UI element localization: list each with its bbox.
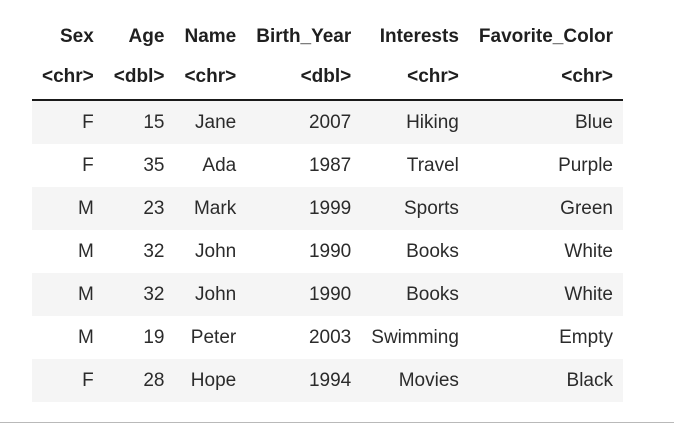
- cell-name: Mark: [174, 187, 247, 230]
- table-row: M 32 John 1990 Books White: [32, 273, 623, 316]
- cell-name: Peter: [174, 316, 247, 359]
- cell-birth-year: 1994: [246, 359, 362, 402]
- cell-age: 28: [103, 359, 175, 402]
- cell-birth-year: 1999: [246, 187, 362, 230]
- cell-name: Jane: [174, 100, 247, 144]
- cell-favorite-color: Blue: [468, 100, 623, 144]
- table-body: F 15 Jane 2007 Hiking Blue F 35 Ada 1987…: [32, 100, 623, 402]
- column-type-name: <chr>: [174, 55, 247, 101]
- cell-name: Ada: [174, 144, 247, 187]
- column-type-favorite-color: <chr>: [468, 55, 623, 101]
- cell-favorite-color: White: [468, 273, 623, 316]
- output-divider: [0, 422, 674, 423]
- column-header-favorite-color[interactable]: Favorite_Color: [478, 26, 613, 47]
- cell-name: John: [174, 230, 247, 273]
- cell-sex: M: [32, 230, 104, 273]
- cell-sex: F: [32, 144, 104, 187]
- cell-favorite-color: Empty: [468, 316, 623, 359]
- cell-interests: Movies: [361, 359, 469, 402]
- cell-favorite-color: Green: [468, 187, 623, 230]
- cell-sex: M: [32, 316, 104, 359]
- cell-interests: Sports: [361, 187, 469, 230]
- column-type-row: <chr> <dbl> <chr> <dbl> <chr> <chr>: [32, 55, 623, 101]
- table-row: M 23 Mark 1999 Sports Green: [32, 187, 623, 230]
- cell-birth-year: 2007: [246, 100, 362, 144]
- cell-age: 19: [103, 316, 175, 359]
- table-row: M 19 Peter 2003 Swimming Empty: [32, 316, 623, 359]
- column-header-age[interactable]: Age: [128, 26, 165, 47]
- cell-sex: M: [32, 187, 104, 230]
- cell-age: 32: [103, 230, 175, 273]
- cell-sex: M: [32, 273, 104, 316]
- cell-birth-year: 1990: [246, 273, 362, 316]
- cell-name: Hope: [174, 359, 247, 402]
- cell-interests: Books: [361, 273, 469, 316]
- cell-sex: F: [32, 359, 104, 402]
- column-header-birth-year[interactable]: Birth_Year: [256, 26, 352, 47]
- column-type-sex: <chr>: [32, 55, 104, 101]
- cell-interests: Swimming: [361, 316, 469, 359]
- cell-interests: Hiking: [361, 100, 469, 144]
- cell-age: 32: [103, 273, 175, 316]
- column-header-interests[interactable]: Interests: [379, 26, 459, 47]
- column-header-sex[interactable]: Sex: [59, 26, 94, 47]
- cell-age: 23: [103, 187, 175, 230]
- cell-name: John: [174, 273, 247, 316]
- cell-interests: Books: [361, 230, 469, 273]
- column-name-row: Sex Age Name Birth_Year Interests Favori…: [32, 19, 623, 55]
- cell-birth-year: 2003: [246, 316, 362, 359]
- table-row: F 28 Hope 1994 Movies Black: [32, 359, 623, 402]
- data-frame-table: Sex Age Name Birth_Year Interests Favori…: [32, 19, 623, 402]
- table-row: M 32 John 1990 Books White: [32, 230, 623, 273]
- column-type-interests: <chr>: [361, 55, 469, 101]
- column-type-birth-year: <dbl>: [246, 55, 362, 101]
- cell-birth-year: 1987: [246, 144, 362, 187]
- column-header-name[interactable]: Name: [184, 26, 237, 47]
- cell-age: 15: [103, 100, 175, 144]
- table-row: F 15 Jane 2007 Hiking Blue: [32, 100, 623, 144]
- table-header: Sex Age Name Birth_Year Interests Favori…: [32, 19, 623, 101]
- cell-interests: Travel: [361, 144, 469, 187]
- table-row: F 35 Ada 1987 Travel Purple: [32, 144, 623, 187]
- cell-favorite-color: White: [468, 230, 623, 273]
- column-type-age: <dbl>: [103, 55, 175, 101]
- cell-birth-year: 1990: [246, 230, 362, 273]
- cell-age: 35: [103, 144, 175, 187]
- cell-favorite-color: Purple: [468, 144, 623, 187]
- cell-sex: F: [32, 100, 104, 144]
- cell-favorite-color: Black: [468, 359, 623, 402]
